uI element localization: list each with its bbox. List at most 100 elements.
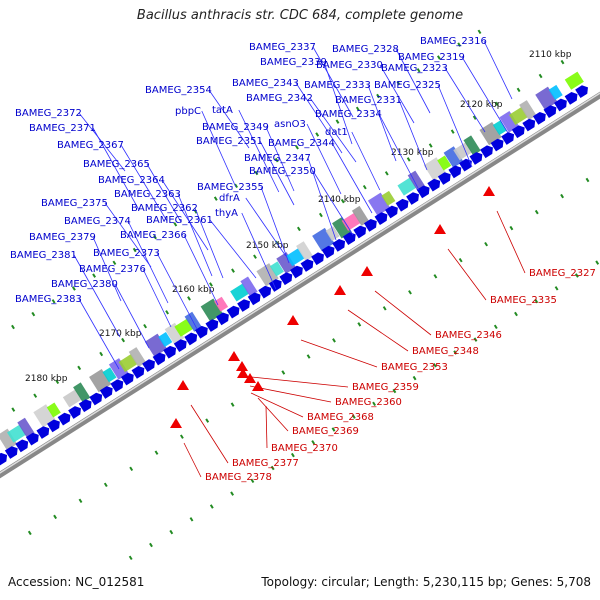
forward-gene-label: BAMEG_2365 [83, 159, 150, 170]
forward-label-leader [183, 234, 219, 306]
feature-box [62, 389, 82, 408]
forward-label-leader [483, 40, 513, 100]
forward-label-leader [127, 220, 169, 304]
forward-gene-label: dfrA [219, 193, 240, 204]
forward-label-leader [367, 84, 397, 162]
scale-dot [384, 171, 389, 176]
forward-gene-label: BAMEG_2373 [93, 248, 160, 259]
scale-dot [355, 106, 360, 112]
forward-gene-label: BAMEG_2339 [260, 57, 327, 68]
forward-gene-arrow [173, 339, 187, 353]
feature-box [407, 170, 425, 191]
forward-gene-arrow [36, 426, 50, 439]
forward-gene-arrow [152, 352, 166, 366]
scale-dot [436, 55, 441, 60]
scale-dot [335, 119, 340, 124]
reverse-label-leader [447, 248, 487, 301]
forward-gene-arrow [268, 279, 282, 292]
forward-label-leader [142, 268, 172, 328]
feature-box [17, 417, 35, 438]
scale-dot [103, 482, 108, 488]
feature-box [332, 216, 352, 239]
forward-gene-arrow [194, 325, 208, 339]
scale-dot [357, 322, 362, 327]
scale-dot [340, 198, 345, 204]
forward-label-leader [146, 163, 182, 223]
scale-dot [554, 286, 559, 291]
scale-dot [332, 338, 336, 343]
scale-dot [331, 427, 336, 432]
forward-label-leader [312, 46, 354, 118]
forward-label-leader [331, 142, 373, 214]
forward-gene-label: BAMEG_2381 [10, 250, 77, 261]
feature-box [256, 263, 279, 287]
scale-dot [213, 196, 218, 201]
forward-gene-arrow [416, 185, 430, 199]
forward-label-leader [398, 99, 428, 171]
reverse-gene-label: BAMEG_2327 [529, 268, 596, 279]
scale-dot [392, 388, 397, 394]
scale-dot [230, 402, 235, 407]
forward-gene-label: BAMEG_2349 [202, 122, 269, 133]
forward-label-leader [307, 157, 337, 241]
forward-gene-label: BAMEG_2376 [79, 264, 146, 275]
reverse-gene-marker [237, 368, 249, 378]
forward-label-leader [351, 131, 381, 191]
forward-gene-label: BAMEG_2367 [57, 140, 124, 151]
feature-box [214, 296, 229, 312]
reverse-gene-label: BAMEG_2360 [335, 397, 402, 408]
scale-dot [406, 157, 411, 162]
forward-gene-arrow [385, 205, 398, 219]
scale-dot [534, 298, 539, 304]
forward-gene-label: BAMEG_2364 [98, 175, 165, 186]
feature-box [73, 382, 91, 403]
scale-dot [55, 379, 60, 385]
feature-box [492, 120, 507, 136]
scale-dot [173, 222, 178, 227]
forward-gene-arrow [522, 118, 536, 132]
forward-label-leader [444, 67, 486, 133]
accession-text: Accession: NC_012581 [8, 575, 145, 589]
forward-label-leader [156, 252, 198, 330]
forward-gene-arrow [184, 332, 198, 346]
feature-box [296, 241, 314, 262]
map-title: Bacillus anthracis str. CDC 684, complet… [136, 8, 464, 23]
reverse-gene-label: BAMEG_2369 [292, 426, 359, 437]
scale-dot [432, 363, 437, 368]
reverse-gene-marker [483, 186, 495, 196]
forward-gene-arrow [25, 432, 39, 446]
forward-gene-label: pbpC [175, 106, 201, 117]
scale-dot [477, 29, 482, 35]
forward-gene-arrow [47, 419, 60, 433]
forward-gene-arrow [511, 125, 525, 139]
scale-dot [295, 145, 299, 150]
reverse-gene-label: BAMEG_2370 [271, 443, 338, 454]
scale-dot [516, 87, 521, 93]
forward-gene-arrow [332, 239, 346, 252]
scale-dot [484, 241, 489, 247]
reverse-label-leader [241, 375, 349, 388]
scale-dot [408, 290, 412, 295]
scale-dot [11, 324, 15, 330]
forward-gene-arrow [247, 292, 261, 306]
scale-dot [143, 323, 148, 329]
scale-dot [453, 350, 458, 355]
kbp-tick-label: 2140 kbp [318, 195, 361, 205]
reverse-gene-marker [252, 381, 264, 391]
scale-dot [253, 254, 257, 259]
scale-dot [412, 375, 417, 381]
scale-dot [450, 129, 455, 134]
forward-gene-label: BAMEG_2316 [420, 36, 487, 47]
forward-label-leader [379, 64, 415, 124]
forward-gene-arrow [78, 399, 92, 413]
forward-gene-label: BAMEG_2363 [114, 189, 181, 200]
scale-dot [92, 273, 97, 278]
reverse-gene-marker [228, 351, 240, 361]
forward-gene-arrow [501, 132, 515, 145]
forward-gene-arrow [490, 138, 504, 152]
feature-box [200, 298, 223, 322]
forward-label-leader [238, 109, 280, 193]
feature-box [7, 424, 27, 443]
forward-gene-arrow [226, 305, 240, 319]
